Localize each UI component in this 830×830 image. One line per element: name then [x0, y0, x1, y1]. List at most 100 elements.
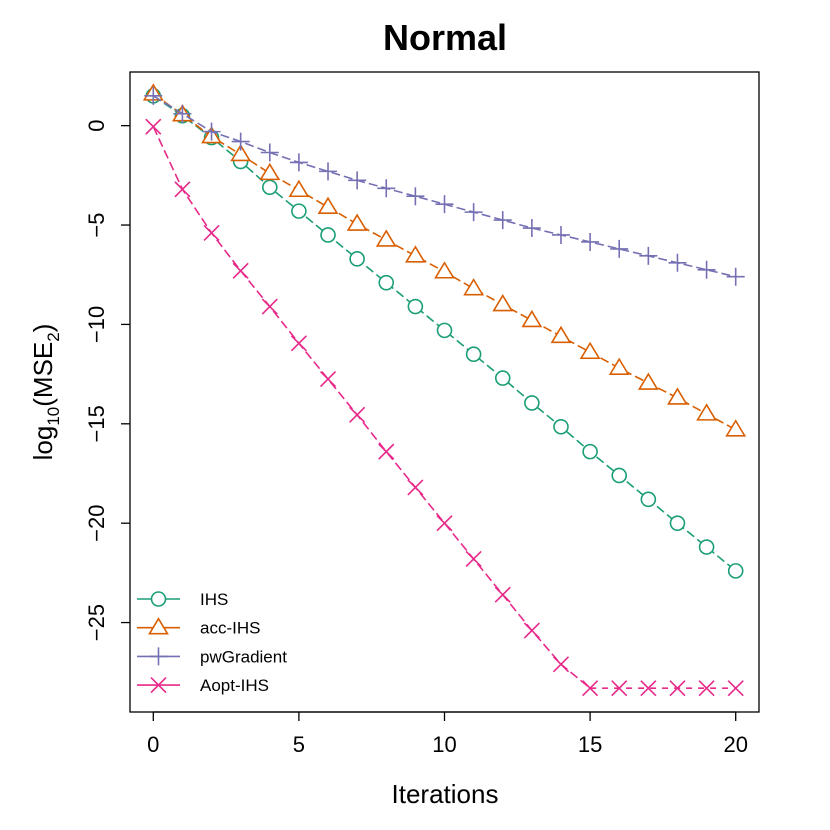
data-point — [377, 179, 396, 198]
data-point — [582, 443, 598, 460]
data-point — [407, 298, 424, 315]
data-point — [317, 196, 339, 214]
data-point — [349, 406, 366, 423]
data-point — [436, 322, 453, 339]
data-point — [611, 467, 628, 484]
data-point — [727, 680, 744, 697]
series-pwGradient — [144, 86, 745, 286]
legend-item: IHS — [137, 590, 228, 609]
data-point — [493, 211, 512, 230]
legend-label: acc-IHS — [200, 619, 260, 638]
legend-marker — [148, 617, 169, 635]
legend-marker — [150, 677, 167, 694]
x-tick-label: 20 — [723, 732, 747, 757]
data-point — [669, 680, 686, 697]
data-point — [261, 298, 278, 315]
data-point — [261, 179, 278, 196]
data-point — [288, 179, 310, 198]
y-tick-label: −25 — [84, 604, 109, 641]
data-point — [404, 245, 426, 263]
series-line — [152, 126, 591, 689]
data-point — [291, 203, 307, 219]
data-point — [523, 622, 540, 639]
data-point — [610, 239, 629, 258]
plot-area — [142, 83, 747, 697]
data-point — [348, 171, 367, 190]
data-point — [696, 403, 717, 421]
data-point — [375, 229, 397, 247]
data-point — [697, 260, 716, 279]
data-point — [524, 395, 540, 411]
series-line — [152, 95, 737, 572]
data-point — [698, 539, 715, 555]
data-point — [349, 251, 365, 267]
data-point — [726, 267, 745, 286]
data-point — [667, 387, 688, 405]
y-tick-label: −20 — [84, 505, 109, 542]
legend-label: Aopt-IHS — [200, 676, 269, 695]
data-point — [464, 203, 483, 222]
data-point — [608, 357, 630, 375]
data-point — [492, 293, 514, 312]
data-point — [579, 341, 601, 360]
x-tick-label: 15 — [578, 732, 602, 757]
data-point — [637, 372, 659, 390]
data-point — [611, 680, 628, 697]
legend-label: pwGradient — [200, 647, 287, 666]
data-point — [552, 656, 570, 673]
data-point — [231, 132, 250, 151]
chart-title: Normal — [383, 17, 507, 58]
data-point — [639, 246, 658, 265]
axes: 0 5 10 15 20 0 −5 −10 −15 −20 −25 — [84, 120, 748, 757]
data-point — [463, 278, 485, 296]
data-point — [174, 181, 191, 198]
data-point — [319, 162, 338, 181]
y-tick-label: −10 — [84, 306, 109, 343]
legend: IHS acc-IHS pwGradient Aopt-IHS — [137, 590, 287, 695]
y-tick-label: 0 — [84, 120, 109, 132]
x-tick-label: 10 — [432, 732, 456, 757]
series-Aopt-IHS — [145, 118, 744, 697]
data-point — [581, 232, 600, 251]
data-point — [173, 104, 192, 123]
data-point — [259, 162, 281, 181]
data-point — [406, 187, 425, 206]
legend-item: Aopt-IHS — [137, 676, 269, 695]
legend-item: acc-IHS — [137, 617, 260, 638]
y-tick-label: −15 — [84, 405, 109, 442]
data-point — [698, 680, 715, 697]
data-point — [202, 122, 221, 141]
data-point — [553, 418, 569, 435]
data-point — [727, 563, 744, 579]
legend-marker — [149, 647, 168, 666]
legend-marker — [150, 591, 167, 607]
data-point — [203, 224, 220, 242]
data-point — [435, 195, 454, 214]
data-point — [494, 370, 511, 386]
data-point — [668, 253, 687, 272]
data-point — [378, 274, 395, 291]
data-point — [378, 443, 395, 460]
data-point — [144, 86, 163, 105]
data-point — [521, 309, 543, 328]
data-point — [346, 213, 368, 231]
data-point — [522, 219, 541, 238]
data-point — [465, 346, 482, 363]
y-axis-label: log10(MSE2) — [28, 324, 63, 461]
legend-item: pwGradient — [137, 647, 287, 666]
data-point — [494, 586, 511, 603]
data-point — [289, 153, 308, 172]
data-point — [407, 479, 424, 496]
x-tick-label: 0 — [147, 732, 159, 757]
data-point — [550, 325, 572, 344]
data-point — [725, 419, 747, 437]
data-point — [290, 335, 307, 352]
x-axis-label: Iterations — [392, 779, 499, 809]
data-point — [260, 143, 279, 162]
data-point — [582, 680, 599, 697]
data-point — [232, 262, 249, 279]
data-point — [640, 680, 657, 697]
data-point — [319, 371, 337, 388]
data-point — [436, 515, 453, 532]
